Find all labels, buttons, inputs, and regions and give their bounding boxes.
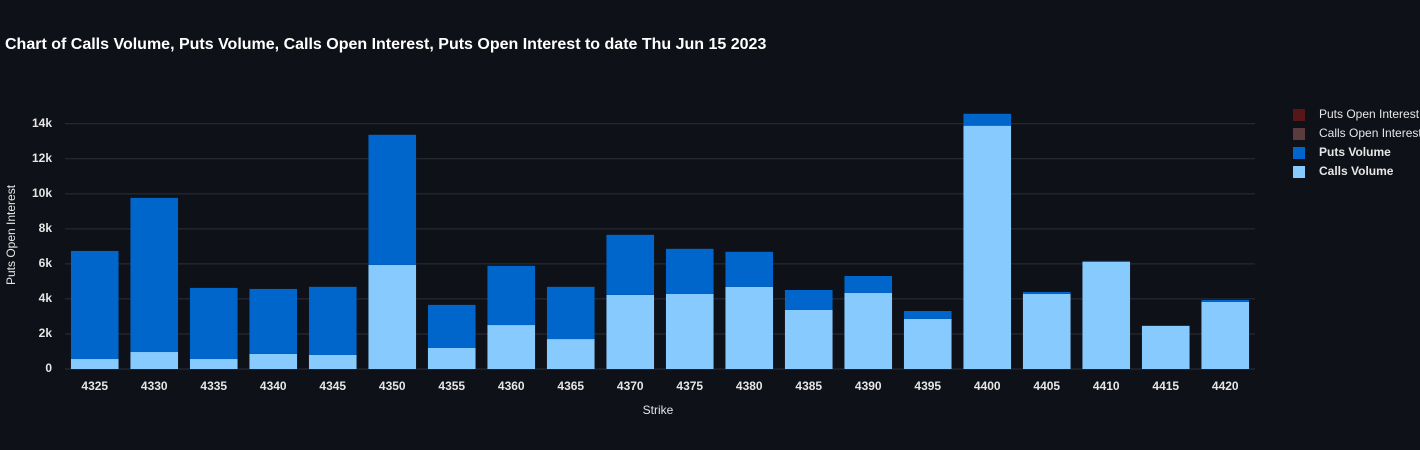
y-tick-label: 0 bbox=[45, 361, 52, 375]
x-tick-label: 4355 bbox=[438, 379, 465, 393]
chart-title: Chart of Calls Volume, Puts Volume, Call… bbox=[5, 36, 766, 53]
bar bbox=[487, 325, 536, 369]
y-axis-title: Puts Open Interest bbox=[4, 184, 18, 285]
bar bbox=[665, 293, 714, 369]
x-tick-label: 4335 bbox=[200, 379, 227, 393]
bar bbox=[784, 289, 833, 310]
bar bbox=[665, 248, 714, 294]
legend-swatch[interactable] bbox=[1293, 166, 1305, 178]
bar bbox=[903, 311, 952, 319]
bar bbox=[249, 288, 298, 354]
y-tick-label: 6k bbox=[39, 256, 53, 270]
bar bbox=[546, 339, 595, 369]
x-tick-label: 4395 bbox=[914, 379, 941, 393]
x-tick-label: 4370 bbox=[617, 379, 644, 393]
bar bbox=[1201, 301, 1250, 369]
bar bbox=[70, 359, 119, 369]
x-tick-label: 4340 bbox=[260, 379, 287, 393]
bar bbox=[1022, 291, 1071, 294]
x-axis-title: Strike bbox=[643, 403, 674, 417]
bar bbox=[427, 304, 476, 348]
bar bbox=[130, 197, 179, 353]
bar bbox=[725, 286, 774, 369]
x-tick-label: 4400 bbox=[974, 379, 1001, 393]
legend-label[interactable]: Puts Open Interest bbox=[1319, 107, 1420, 121]
legend-label[interactable]: Puts Volume bbox=[1319, 145, 1391, 159]
bar bbox=[784, 309, 833, 369]
x-tick-label: 4365 bbox=[557, 379, 584, 393]
legend-swatch[interactable] bbox=[1293, 147, 1305, 159]
legend-swatch[interactable] bbox=[1293, 109, 1305, 121]
bar bbox=[487, 265, 536, 326]
x-tick-label: 4405 bbox=[1033, 379, 1060, 393]
legend-label[interactable]: Calls Volume bbox=[1319, 164, 1394, 178]
bar bbox=[1022, 293, 1071, 369]
bar bbox=[844, 292, 893, 369]
bar bbox=[963, 113, 1012, 126]
bar bbox=[606, 234, 655, 295]
x-tick-label: 4420 bbox=[1212, 379, 1239, 393]
y-tick-label: 2k bbox=[39, 326, 53, 340]
y-tick-label: 8k bbox=[39, 221, 53, 235]
y-tick-label: 14k bbox=[32, 116, 52, 130]
x-tick-label: 4415 bbox=[1152, 379, 1179, 393]
bar bbox=[963, 125, 1012, 369]
x-tick-label: 4390 bbox=[855, 379, 882, 393]
bar bbox=[606, 294, 655, 369]
x-tick-label: 4330 bbox=[141, 379, 168, 393]
bar bbox=[249, 353, 298, 369]
bar bbox=[189, 287, 238, 360]
x-tick-label: 4360 bbox=[498, 379, 525, 393]
x-tick-label: 4350 bbox=[379, 379, 406, 393]
y-tick-label: 4k bbox=[39, 291, 53, 305]
legend-label[interactable]: Calls Open Interest bbox=[1319, 126, 1420, 140]
bar bbox=[130, 352, 179, 369]
bar bbox=[308, 354, 357, 369]
bar bbox=[844, 275, 893, 293]
bar bbox=[368, 264, 417, 369]
x-tick-label: 4410 bbox=[1093, 379, 1120, 393]
bar bbox=[427, 347, 476, 369]
x-tick-label: 4345 bbox=[319, 379, 346, 393]
bar bbox=[1082, 260, 1131, 262]
y-tick-label: 10k bbox=[32, 186, 52, 200]
x-tick-label: 4385 bbox=[795, 379, 822, 393]
x-tick-label: 4380 bbox=[736, 379, 763, 393]
bar bbox=[1082, 261, 1131, 369]
bar bbox=[70, 250, 119, 360]
bar bbox=[725, 251, 774, 287]
bar bbox=[1141, 325, 1190, 369]
bar bbox=[903, 318, 952, 369]
x-tick-label: 4375 bbox=[676, 379, 703, 393]
bar bbox=[1201, 299, 1250, 302]
legend-swatch[interactable] bbox=[1293, 128, 1305, 140]
bar bbox=[546, 286, 595, 340]
bar bbox=[189, 359, 238, 369]
bar bbox=[308, 286, 357, 355]
bar bbox=[368, 134, 417, 265]
y-tick-label: 12k bbox=[32, 151, 52, 165]
x-tick-label: 4325 bbox=[81, 379, 108, 393]
